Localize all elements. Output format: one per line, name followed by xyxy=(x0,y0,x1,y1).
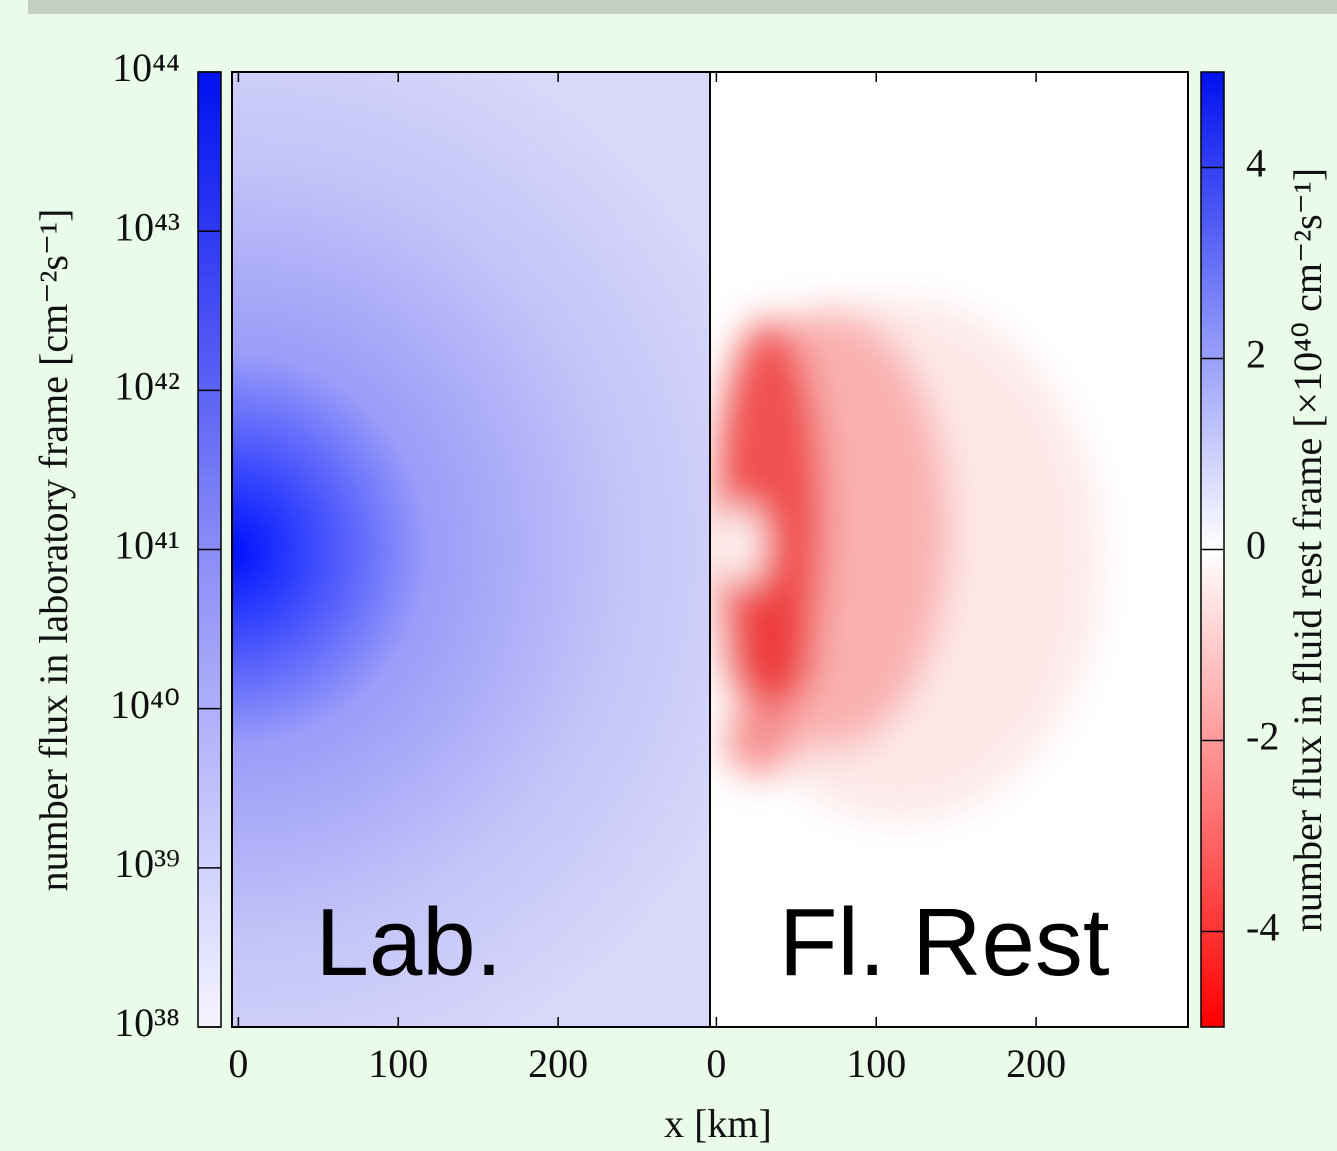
colorbar-tick-label: 4 xyxy=(1246,141,1266,186)
colorbar-tick-label: 10⁴⁴ xyxy=(112,45,180,90)
x-axis-label: x [km] xyxy=(664,1101,772,1146)
colorbar-right-label: number flux in fluid rest frame [×10⁴⁰ c… xyxy=(1285,168,1330,932)
x-tick-label: 200 xyxy=(1006,1041,1066,1086)
colorbar-tick-label: 10³⁹ xyxy=(114,841,180,886)
x-tick-label: 100 xyxy=(368,1041,428,1086)
lab-heatmap xyxy=(232,72,710,1027)
colorbar-tick-label: -4 xyxy=(1246,905,1279,950)
colorbar-tick-label: 0 xyxy=(1246,523,1266,568)
colorbar-tick-label: 2 xyxy=(1246,332,1266,377)
panel-label: Fl. Rest xyxy=(779,889,1110,996)
top-bar xyxy=(28,0,1337,14)
colorbar-tick-label: 10⁴⁰ xyxy=(110,682,180,727)
x-tick-label: 100 xyxy=(846,1041,906,1086)
colorbar-tick-label: 10³⁸ xyxy=(114,1000,180,1045)
x-tick-label: 200 xyxy=(528,1041,588,1086)
rest-field xyxy=(710,300,1100,820)
x-tick-label: 0 xyxy=(228,1041,248,1086)
colorbar-tick-label: -2 xyxy=(1246,714,1279,759)
panel-label: Lab. xyxy=(315,889,502,996)
colorbar-left-label: number flux in laboratory frame [cm⁻²s⁻¹… xyxy=(31,209,76,892)
colorbar-tick-label: 10⁴² xyxy=(114,364,180,409)
x-tick-label: 0 xyxy=(706,1041,726,1086)
colorbar-tick-label: 10⁴¹ xyxy=(114,523,180,568)
colorbar-tick-label: 10⁴³ xyxy=(114,204,180,249)
